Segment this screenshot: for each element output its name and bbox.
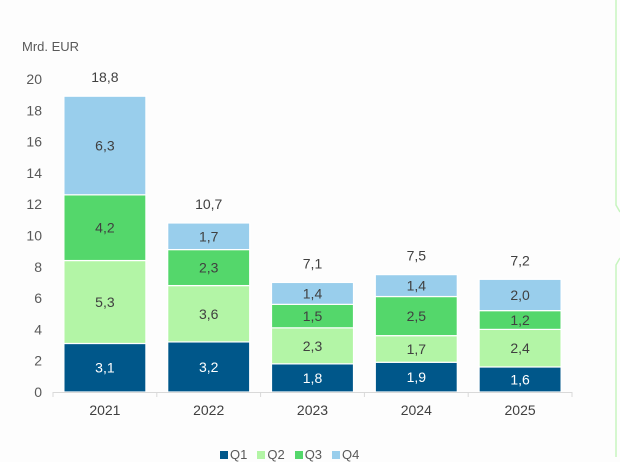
data-label: 1,6 <box>510 371 530 387</box>
bar-segment-q3-2021 <box>63 194 147 262</box>
data-label: 1,4 <box>303 285 323 301</box>
data-label: 1,7 <box>407 341 427 357</box>
legend-label: Q1 <box>230 447 248 462</box>
total-label: 18,8 <box>91 69 118 85</box>
legend-swatch <box>332 450 341 459</box>
x-tick-label: 2022 <box>193 402 224 418</box>
y-tick-label: 14 <box>26 165 42 181</box>
data-label: 1,9 <box>407 369 427 385</box>
total-label: 7,1 <box>303 255 323 271</box>
y-tick-label: 12 <box>26 196 42 212</box>
bar-segment-q1-2022 <box>167 341 251 393</box>
data-label: 2,0 <box>510 287 530 303</box>
x-axis: 2021 2022 2023 2024 2025 <box>52 392 573 418</box>
y-tick-label: 0 <box>34 384 42 400</box>
data-label: 6,3 <box>95 138 115 154</box>
x-tick-label: 2024 <box>401 402 432 418</box>
legend-item-q3: Q3 <box>294 447 323 462</box>
data-label: 1,8 <box>303 370 323 386</box>
total-labels: 18,8 10,7 7,1 7,5 7,2 <box>91 69 530 271</box>
total-label: 7,5 <box>407 248 427 264</box>
legend-swatch <box>220 450 228 459</box>
bar-segment-q3-2024 <box>374 295 458 337</box>
legend-swatch <box>257 450 266 459</box>
data-label: 3,6 <box>199 306 219 322</box>
legend-item-q4: Q4 <box>332 447 359 462</box>
legend-item-q1: Q1 <box>220 447 247 462</box>
data-label: 1,7 <box>199 228 219 244</box>
y-tick-label: 6 <box>34 290 42 306</box>
y-tick-label: 4 <box>34 321 42 337</box>
data-label: 1,2 <box>510 312 530 328</box>
data-label: 2,4 <box>510 340 530 356</box>
bar-segment-q1-2024 <box>374 361 458 393</box>
data-label: 4,2 <box>95 220 115 236</box>
y-axis-unit-label: Mrd. EUR <box>22 39 80 54</box>
data-label: 5,3 <box>95 294 115 310</box>
y-tick-label: 2 <box>34 353 42 369</box>
bar-segment-q2-2025 <box>478 328 562 368</box>
y-tick-label: 18 <box>26 102 42 118</box>
bar-segment-q4-2022 <box>167 222 251 251</box>
bar-segment-q3-2022 <box>167 248 251 287</box>
data-label: 2,5 <box>407 308 427 324</box>
data-label: 2,3 <box>199 260 219 276</box>
y-axis: 0 2 4 6 8 10 12 14 16 18 20 <box>26 71 42 400</box>
y-tick-label: 10 <box>26 228 42 244</box>
x-tick-label: 2025 <box>505 402 536 418</box>
x-tick-label: 2021 <box>89 402 120 418</box>
bar-segment-q4-2023 <box>270 281 355 305</box>
bar-segment-q2-2022 <box>167 284 251 343</box>
bar-segment-q2-2024 <box>374 335 458 363</box>
legend-swatch <box>294 450 303 459</box>
legend: Q1 Q2 Q3 Q4 <box>220 447 359 462</box>
x-tick-label: 2023 <box>297 402 328 418</box>
y-tick-label: 8 <box>34 259 42 275</box>
legend-label: Q4 <box>342 447 360 462</box>
bars: 3,1 5,3 4,2 6,3 3,2 3,6 2,3 1,7 1,8 2,3 1,5 1,4 1,9 1… <box>63 95 562 393</box>
total-label: 7,2 <box>510 252 530 268</box>
data-label: 1,5 <box>303 308 323 324</box>
bar-segment-q4-2021 <box>63 95 147 196</box>
data-label: 3,2 <box>199 359 219 375</box>
y-tick-label: 16 <box>26 134 42 150</box>
total-label: 10,7 <box>195 196 222 212</box>
bar-segment-q2-2021 <box>63 259 147 345</box>
data-label: 2,3 <box>303 338 323 354</box>
legend-label: Q2 <box>267 447 285 462</box>
legend-item-q2: Q2 <box>257 447 285 462</box>
legend-label: Q3 <box>304 447 323 462</box>
bar-segment-q4-2024 <box>374 274 458 298</box>
data-label: 1,4 <box>407 278 427 294</box>
y-tick-label: 20 <box>26 71 42 87</box>
bar-segment-q4-2025 <box>478 278 562 312</box>
data-label: 3,1 <box>95 360 115 376</box>
bar-segment-q1-2023 <box>270 363 355 393</box>
